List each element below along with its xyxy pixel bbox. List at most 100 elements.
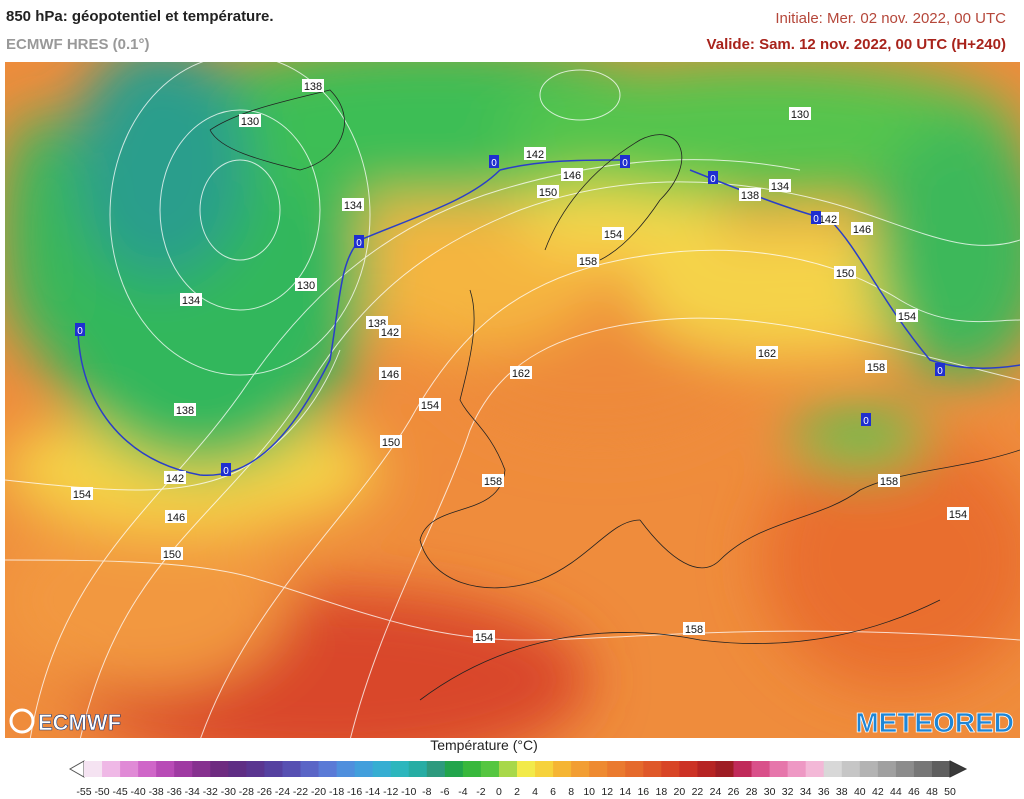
colorbar-tick-label: 4	[532, 786, 538, 798]
contour-label-box	[71, 487, 93, 500]
colorbar-swatch	[643, 761, 662, 777]
contour-label-box	[342, 198, 364, 211]
colorbar-swatch	[372, 761, 392, 777]
colorbar-tick-label: 46	[908, 786, 920, 798]
colorbar-swatch	[462, 761, 482, 777]
freezing-label-box	[861, 413, 871, 426]
contour-label-box	[174, 403, 196, 416]
freezing-label: 0	[813, 214, 819, 225]
colorbar-swatch	[480, 761, 500, 777]
colorbar-tick-label: -30	[221, 786, 236, 798]
contour-label: 142	[166, 473, 184, 485]
freezing-label-box	[811, 211, 821, 224]
legend-title: Température (°C)	[430, 737, 538, 753]
colorbar: -55 -50 -45 -40 -38 -36 -34 -32 -30 -28 -26 -24 -22-…	[68, 760, 968, 798]
contour-label: 134	[182, 295, 200, 307]
colorbar-swatch	[841, 761, 861, 777]
colorbar-swatch	[354, 761, 374, 777]
contour-label-box	[482, 474, 504, 487]
contour-label-box	[947, 507, 969, 520]
colorbar-tick-label: -12	[383, 786, 398, 798]
colorbar-swatch	[553, 761, 572, 777]
colorbar-swatch	[84, 761, 103, 777]
contour-label: 158	[867, 362, 885, 374]
colorbar-swatch	[318, 761, 338, 777]
colorbar-swatch	[661, 761, 680, 777]
colorbar-tick-label: 28	[746, 786, 758, 798]
contour-label: 146	[853, 224, 871, 236]
colorbar-swatch	[246, 761, 265, 777]
colorbar-tick-label: 8	[568, 786, 574, 798]
colorbar-tick-label: 36	[818, 786, 830, 798]
colorbar-tick-label: 2	[514, 786, 520, 798]
colorbar-tick-label: -20	[311, 786, 326, 798]
colorbar-swatch	[733, 761, 753, 777]
contour-labels: 138 130 142 146 150 138 134 130 134 142 146 154 158 1…	[71, 79, 969, 644]
freezing-line	[77, 159, 621, 476]
contour-label-box	[239, 114, 261, 127]
colorbar-tick-label: 44	[890, 786, 902, 798]
colorbar-tick-label: -28	[239, 786, 254, 798]
colorbar-swatch	[931, 761, 951, 777]
colorbar-tick-label: -40	[131, 786, 146, 798]
contour-label: 146	[167, 512, 185, 524]
freezing-label-box	[354, 235, 364, 248]
contour-label-box	[834, 266, 856, 279]
contour-label-box	[769, 179, 791, 192]
contour-label: 158	[685, 624, 703, 636]
colorbar-tick-label: -2	[476, 786, 485, 798]
contour-label-box	[789, 107, 811, 120]
contour-label: 142	[819, 214, 837, 226]
freezing-label: 0	[356, 238, 362, 249]
colorbar-swatch	[517, 761, 536, 777]
geopotential-contours	[5, 62, 1020, 738]
colorbar-tick-label: -6	[440, 786, 449, 798]
freezing-label: 0	[863, 416, 869, 427]
contour-label-box	[865, 360, 887, 373]
colorbar-swatch	[787, 761, 807, 777]
contour-label: 154	[949, 509, 967, 521]
freezing-label: 0	[937, 366, 943, 377]
colorbar-swatch	[210, 761, 229, 777]
colorbar-tick-label: 42	[872, 786, 884, 798]
contour-label-box	[602, 227, 624, 240]
colorbar-swatch	[589, 761, 608, 777]
colorbar-swatch	[264, 761, 283, 777]
contour-label-box	[510, 366, 532, 379]
colorbar-tick-label: -24	[275, 786, 290, 798]
colorbar-swatch	[120, 761, 139, 777]
freezing-label-box	[489, 155, 499, 168]
colorbar-tick-label: 34	[800, 786, 812, 798]
freezing-label: 0	[622, 158, 628, 169]
contour-label-box	[180, 293, 202, 306]
contour-label: 150	[836, 268, 854, 280]
colorbar-tick-label: 26	[728, 786, 740, 798]
colorbar-tick-label: -26	[257, 786, 272, 798]
colorbar-swatch	[192, 761, 211, 777]
colorbar-swatch	[823, 761, 843, 777]
contour-label-box	[379, 325, 401, 338]
contour-label: 154	[475, 632, 493, 644]
contour-label-box	[379, 367, 401, 380]
contour-label: 158	[579, 256, 597, 268]
contour-label-box	[419, 398, 441, 411]
contour-label: 162	[512, 368, 530, 380]
colorbar-tick-label: 0	[496, 786, 502, 798]
colorbar-tick-label: -55	[76, 786, 91, 798]
temperature-field	[5, 62, 1020, 738]
colorbar-tick-label: 6	[550, 786, 556, 798]
colorbar-tick-label: -18	[329, 786, 344, 798]
contour-label: 154	[73, 489, 91, 501]
freezing-label-box	[620, 155, 630, 168]
colorbar-tick-label: 48	[926, 786, 938, 798]
colorbar-tick-label: 14	[619, 786, 631, 798]
colorbar-tick-label: -16	[347, 786, 362, 798]
contour-label-box	[473, 630, 495, 643]
contour-label: 158	[484, 476, 502, 488]
contour-label-box	[561, 168, 583, 181]
colorbar-tick-label: 24	[710, 786, 722, 798]
colorbar-tick-label: 32	[782, 786, 794, 798]
colorbar-swatch	[805, 761, 825, 777]
contour-label: 134	[771, 181, 789, 193]
logo-left: ECMWF	[9, 708, 121, 735]
